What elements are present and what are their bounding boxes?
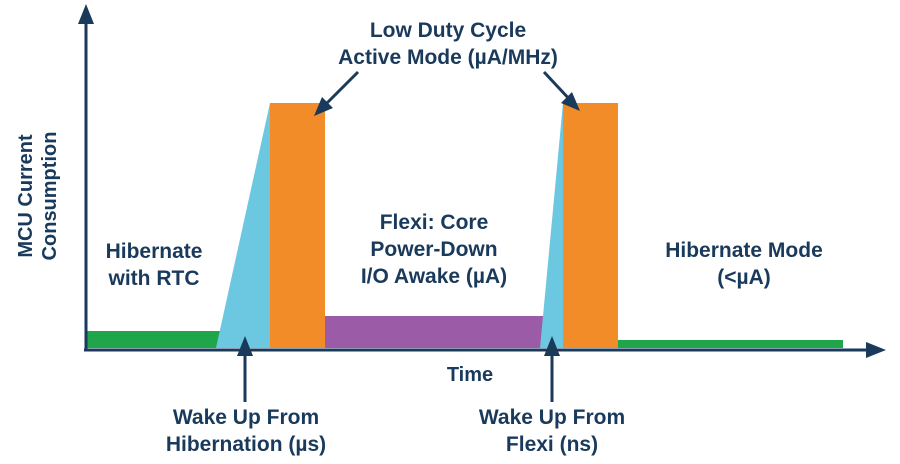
arrow-to-active-2-head	[561, 92, 580, 111]
wake-hibernation-ramp	[216, 103, 270, 348]
x-axis-label: Time	[447, 364, 493, 386]
wake-flexi-ramp	[540, 103, 563, 348]
active-mode-label-line-1: Low Duty Cycle	[370, 19, 526, 42]
hibernate-rtc-bar	[86, 331, 220, 348]
hibernate-mode-label-line-1: Hibernate Mode	[665, 239, 823, 262]
y-axis-arrowhead	[78, 4, 94, 24]
wake-flexi-label-line-1: Wake Up From	[479, 406, 625, 429]
y-axis-label-line-2: Consumption	[39, 132, 61, 261]
arrow-wake-flexi-head	[544, 336, 560, 356]
wake-flexi-label-line-2: Flexi (ns)	[506, 433, 598, 456]
wake-hibernation-label-line-1: Wake Up From	[173, 406, 319, 429]
active-block-2	[563, 103, 618, 348]
y-axis-label: MCU Current Consumption	[15, 132, 61, 261]
arrow-to-active-1-head	[314, 97, 333, 116]
hibernate-mode-label-line-2: (<µA)	[717, 266, 771, 289]
flexi-label-line-3: I/O Awake (µA)	[361, 265, 507, 288]
active-block-1	[270, 103, 325, 348]
arrow-wake-hibernation-head	[237, 336, 253, 356]
hibernate-rtc-label-line-2: with RTC	[108, 267, 200, 290]
hibernate-rtc-label-line-1: Hibernate	[106, 240, 203, 263]
y-axis-label-line-1: MCU Current	[15, 134, 37, 258]
flexi-label-line-1: Flexi: Core	[380, 211, 489, 234]
arrow-to-active-1	[320, 70, 360, 110]
x-axis-arrowhead	[866, 342, 886, 358]
flexi-bar	[325, 316, 543, 348]
flexi-label-line-2: Power-Down	[370, 238, 497, 261]
hibernate-mode-bar	[618, 340, 843, 348]
active-mode-label-line-2: Active Mode (µA/MHz)	[338, 46, 558, 69]
wake-hibernation-label-line-2: Hibernation (µs)	[166, 433, 326, 456]
